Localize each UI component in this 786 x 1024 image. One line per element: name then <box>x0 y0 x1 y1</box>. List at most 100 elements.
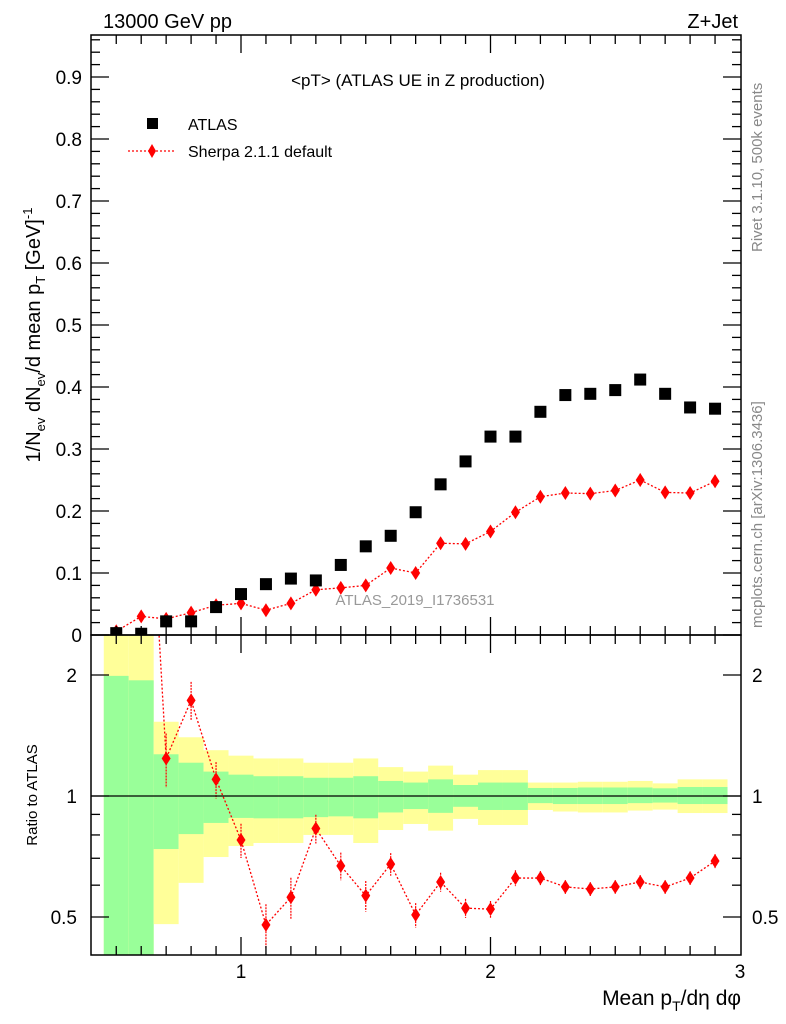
sherpa-point <box>585 486 595 501</box>
atlas-point <box>235 588 247 601</box>
ratio-point <box>236 833 246 848</box>
ratio-point <box>710 854 720 869</box>
ratio-point <box>112 387 121 401</box>
ratio-point <box>585 881 595 896</box>
band-inner <box>178 762 204 835</box>
sherpa-point <box>710 474 720 489</box>
ratio-y-tick-label: 0.5 <box>51 908 77 929</box>
ratio-point <box>660 879 670 894</box>
atlas-point <box>559 389 572 402</box>
band-inner <box>128 680 154 955</box>
ratio-point <box>635 875 645 890</box>
legend: ATLAS Sherpa 2.1.1 default <box>128 117 333 161</box>
y-tick-label: 0 <box>71 626 82 647</box>
atlas-point <box>609 384 622 397</box>
atlas-point <box>185 615 198 628</box>
atlas-point <box>384 529 397 542</box>
axis-ticks: 0 0.1 0.2 0.3 0.4 0.5 0.6 0.7 0.8 0.9 0.5 0.5 1 1 2 2 1 2… <box>51 35 778 983</box>
sherpa-point <box>510 505 520 520</box>
ratio-marks <box>112 316 720 949</box>
ratio-point <box>336 858 346 873</box>
atlas-point <box>309 574 322 587</box>
sherpa-point <box>560 486 570 501</box>
band-inner <box>627 787 653 804</box>
ratio-point <box>685 871 695 886</box>
atlas-point <box>284 572 297 585</box>
band-inner <box>328 777 354 817</box>
y-tick-label: 0.5 <box>56 316 82 337</box>
y-tick-label: 0.4 <box>56 378 83 399</box>
ratio-point <box>361 888 371 903</box>
atlas-point <box>534 405 547 418</box>
y-tick-label: 0.9 <box>56 68 82 89</box>
atlas-point <box>509 430 522 443</box>
atlas-point <box>160 615 173 628</box>
y-tick-label: 0.1 <box>56 564 82 585</box>
sherpa-point <box>436 536 446 551</box>
band-inner <box>353 776 379 819</box>
sherpa-point <box>660 485 670 500</box>
ratio-point <box>137 316 146 330</box>
ratio-point <box>510 871 520 886</box>
x-tick-label: 3 <box>735 962 746 983</box>
x-tick-label: 1 <box>236 962 247 983</box>
main-ylabel: 1/Nev dNev/d mean pT [GeV]-1 <box>20 208 48 463</box>
band-inner <box>103 675 129 955</box>
atlas-point <box>484 430 497 443</box>
ratio-point <box>560 879 570 894</box>
sherpa-point <box>610 483 620 498</box>
ratio-point <box>286 890 296 905</box>
ratio-point <box>535 871 545 886</box>
atlas-point <box>359 540 372 553</box>
ratio-y-tick-label: 2 <box>66 666 77 687</box>
ratio-y-tick-label-right: 2 <box>752 666 763 687</box>
atlas-point <box>434 478 447 491</box>
y-tick-label: 0.7 <box>56 192 82 213</box>
sherpa-point <box>486 524 495 539</box>
mcplots-label: mcplots.cern.ch [arXiv:1306.3436] <box>749 401 766 628</box>
legend-sherpa-label: Sherpa 2.1.1 default <box>188 144 333 161</box>
sherpa-point <box>336 580 346 595</box>
x-tick-label: 2 <box>485 962 496 983</box>
sherpa-point <box>136 609 146 624</box>
atlas-point <box>210 601 223 614</box>
sherpa-point <box>361 578 371 593</box>
atlas-point <box>334 558 347 571</box>
band-inner <box>378 780 404 813</box>
ratio-point <box>211 772 221 787</box>
atlas-point <box>684 401 697 414</box>
y-tick-label: 0.2 <box>56 502 82 523</box>
plot-title: <pT> (ATLAS UE in Z production) <box>291 71 545 90</box>
ratio-point <box>261 917 271 932</box>
legend-sherpa-marker <box>148 144 156 158</box>
ratio-y-tick-label-right: 1 <box>752 787 763 808</box>
ratio-ylabel: Ratio to ATLAS <box>24 744 41 845</box>
process-label: Z+Jet <box>687 11 738 33</box>
sherpa-point <box>535 489 545 504</box>
bands <box>103 635 728 955</box>
energy-label: 13000 GeV pp <box>103 11 232 33</box>
atlas-point <box>659 387 672 400</box>
atlas-point <box>584 387 597 400</box>
band-inner <box>278 776 304 819</box>
sherpa-point <box>411 566 421 580</box>
ratio-point <box>186 693 196 708</box>
atlas-point <box>459 455 472 468</box>
sherpa-point <box>461 536 471 551</box>
ratio-y-tick-label-right: 0.5 <box>752 908 778 929</box>
band-inner <box>253 776 279 819</box>
sherpa-point <box>685 486 695 501</box>
atlas-point <box>634 373 647 386</box>
ratio-point <box>486 902 495 917</box>
main-marks <box>110 373 722 635</box>
y-tick-label: 0.3 <box>56 440 82 461</box>
band-inner <box>153 754 179 850</box>
band-inner <box>303 777 329 818</box>
ratio-point <box>411 907 421 922</box>
ratio-xlabel: Mean pT/dη dφ <box>602 987 741 1014</box>
atlas-point <box>259 578 272 591</box>
ratio-y-tick-label: 1 <box>66 787 77 808</box>
atlas-point <box>409 506 422 519</box>
ratio-point <box>311 821 321 836</box>
